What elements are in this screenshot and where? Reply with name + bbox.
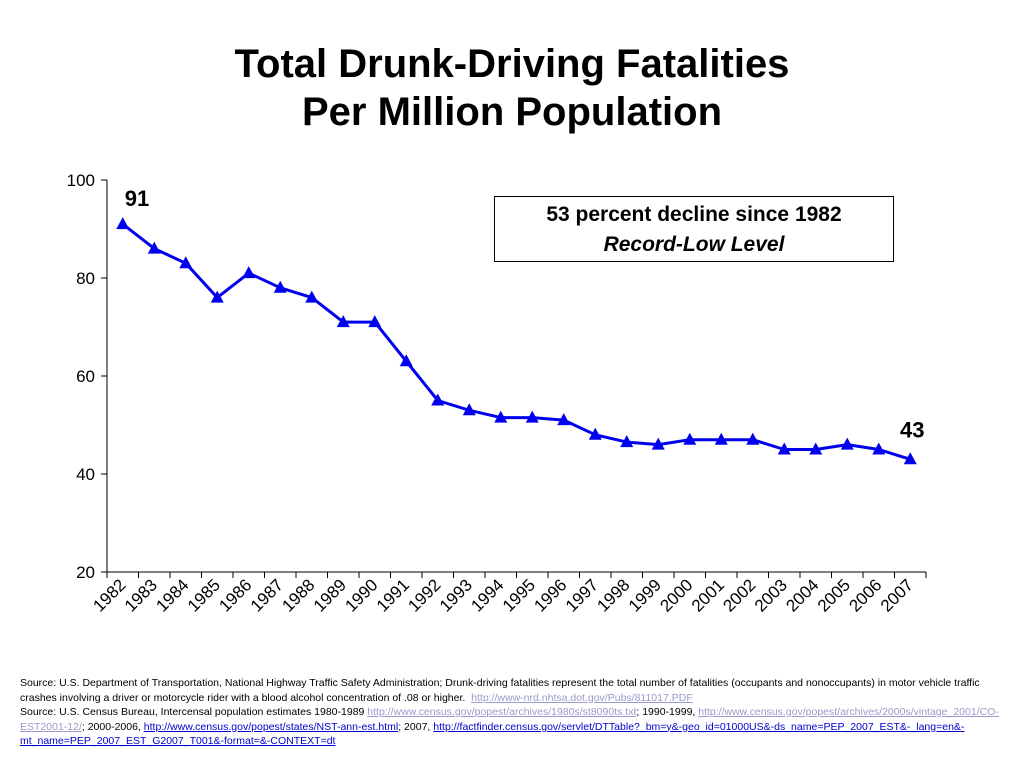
source-sep-1: ; 1990-1999, xyxy=(636,706,696,718)
x-tick-label: 1996 xyxy=(530,575,570,615)
x-tick-label: 1999 xyxy=(625,575,665,615)
chart-title-line1: Total Drunk-Driving Fatalities xyxy=(234,42,790,86)
y-tick-label: 60 xyxy=(76,367,95,386)
source-sep-3: ; 2007, xyxy=(398,720,431,733)
x-tick-label: 1990 xyxy=(341,575,381,615)
data-point xyxy=(242,266,256,279)
data-point xyxy=(840,437,854,450)
data-point xyxy=(116,217,130,230)
series-line xyxy=(121,222,911,461)
chart-title: Total Drunk-Driving Fatalities Per Milli… xyxy=(0,40,1024,136)
x-tick-label: 1986 xyxy=(215,575,255,615)
data-point xyxy=(903,452,917,465)
data-point xyxy=(620,435,634,448)
data-point xyxy=(368,315,382,328)
data-point xyxy=(399,354,413,367)
callout-box: 53 percent decline since 1982 Record-Low… xyxy=(494,196,894,262)
x-tick-label: 1982 xyxy=(89,575,129,615)
x-tick-label: 1995 xyxy=(499,575,539,615)
x-tick-label: 2005 xyxy=(814,575,854,615)
x-tick-label: 2002 xyxy=(719,575,759,615)
x-tick-label: 2003 xyxy=(751,575,791,615)
y-tick-label: 20 xyxy=(76,563,95,582)
data-point xyxy=(714,432,728,445)
data-point xyxy=(147,241,161,254)
x-tick-label: 1997 xyxy=(562,575,602,615)
source-note-1: Source: U.S. Department of Transportatio… xyxy=(20,676,1005,705)
x-tick-label: 1994 xyxy=(467,575,507,615)
chart-subtitle: Per Million Population xyxy=(302,90,722,134)
data-point xyxy=(305,290,319,303)
data-point xyxy=(651,437,665,450)
data-point xyxy=(431,393,445,406)
x-tick-label: 1983 xyxy=(121,575,161,615)
y-tick-label: 100 xyxy=(67,171,95,190)
source-link-factfinder[interactable]: http://factfinder.census.gov/servlet/DTT… xyxy=(20,720,965,748)
data-point xyxy=(336,315,350,328)
data-point xyxy=(872,442,886,455)
x-tick-label: 2001 xyxy=(688,575,728,615)
data-point xyxy=(683,432,697,445)
data-point xyxy=(588,427,602,440)
x-tick-label: 2006 xyxy=(845,575,885,615)
x-tick-label: 1987 xyxy=(247,575,287,615)
source-link-census-1980s[interactable]: http://www.census.gov/popest/archives/19… xyxy=(367,706,637,718)
source-note-2-text: Source: U.S. Census Bureau, Intercensal … xyxy=(20,706,365,718)
source-notes: Source: U.S. Department of Transportatio… xyxy=(20,676,1005,749)
x-tick-label: 1989 xyxy=(310,575,350,615)
data-point xyxy=(809,442,823,455)
data-point xyxy=(462,403,476,416)
line-chart: 2040608010019821983198419851986198719881… xyxy=(67,171,927,616)
data-point xyxy=(210,290,224,303)
callout-line1: 53 percent decline since 1982 xyxy=(546,203,842,226)
x-tick-label: 2007 xyxy=(877,575,917,615)
source-link-census-2000s[interactable]: http://www.census.gov/popest/states/NST-… xyxy=(143,720,399,733)
x-tick-label: 1991 xyxy=(373,575,413,615)
data-point xyxy=(273,280,287,293)
source-link-nhtsa[interactable]: http://www-nrd.nhtsa.dot.gov/Pubs/811017… xyxy=(471,691,693,704)
x-tick-label: 1998 xyxy=(593,575,633,615)
data-label: 43 xyxy=(900,417,924,442)
source-note-1-text: Source: U.S. Department of Transportatio… xyxy=(20,677,980,704)
x-tick-label: 1988 xyxy=(278,575,318,615)
x-tick-label: 2004 xyxy=(782,575,822,615)
source-note-2: Source: U.S. Census Bureau, Intercensal … xyxy=(20,705,1005,749)
x-tick-label: 1993 xyxy=(436,575,476,615)
x-tick-label: 1985 xyxy=(184,575,224,615)
data-point xyxy=(525,410,539,423)
y-tick-label: 40 xyxy=(76,465,95,484)
data-point xyxy=(494,410,508,423)
data-point xyxy=(746,432,760,445)
y-tick-label: 80 xyxy=(76,269,95,288)
x-tick-label: 1992 xyxy=(404,575,444,615)
data-point xyxy=(777,442,791,455)
x-tick-label: 1984 xyxy=(152,575,192,615)
x-tick-label: 2000 xyxy=(656,575,696,615)
data-point xyxy=(179,256,193,269)
data-label: 91 xyxy=(125,186,149,211)
data-point xyxy=(557,413,571,426)
callout-line2: Record-Low Level xyxy=(603,233,785,256)
source-sep-2: ; 2000-2006, xyxy=(81,720,141,733)
source-link-census-1990s[interactable]: http://www.census.gov/popest/archives/20… xyxy=(20,706,999,733)
